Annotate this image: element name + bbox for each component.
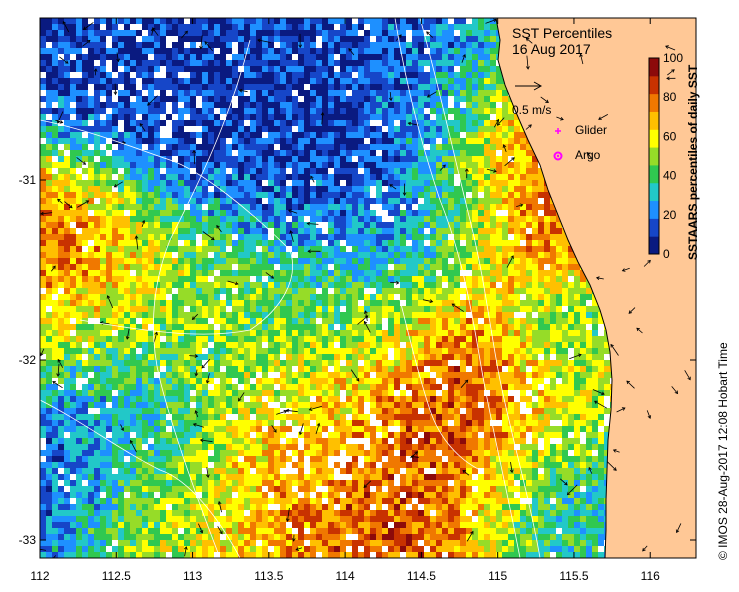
argo-marker	[553, 151, 563, 161]
x-tick-label: 114.5	[407, 569, 436, 583]
credit-text: © IMOS 28-Aug-2017 12:08 Hobart Time	[716, 342, 730, 560]
argo-legend-label: Argo	[575, 148, 601, 162]
colorbar-tick-label: 60	[663, 129, 677, 143]
colorbar-segment	[649, 236, 659, 255]
x-tick-label: 115	[488, 569, 507, 583]
colorbar-segment	[649, 75, 659, 95]
vector-scale	[515, 81, 543, 91]
colorbar-tick-label: 80	[663, 90, 677, 104]
map-title: SST Percentiles	[512, 25, 612, 41]
colorbar-segment	[649, 200, 659, 219]
x-tick-label: 112	[30, 569, 49, 583]
x-tick-label: 112.5	[102, 569, 131, 583]
colorbar-ticks: 0 20 40 60 80 100	[663, 51, 683, 261]
colorbar-segment	[649, 218, 659, 237]
land-area	[495, 18, 696, 558]
y-tick-label: -33	[19, 533, 37, 547]
y-tick-label: -32	[19, 353, 37, 367]
map-date: 16 Aug 2017	[512, 41, 591, 57]
y-tick-label: -31	[19, 173, 37, 187]
colorbar-segment	[649, 129, 659, 148]
vector-scale-label: 0.5 m/s	[512, 103, 551, 117]
plot-frame	[39, 17, 697, 559]
colorbar-segment	[649, 58, 659, 77]
colorbar-segment	[649, 164, 659, 184]
colorbar-segment	[649, 111, 659, 130]
y-axis: -31 -32 -33	[19, 173, 696, 547]
colorbar-label: SSTAARS percentiles of daily SST	[686, 64, 700, 260]
colorbar-tick-label: 40	[663, 169, 677, 183]
x-tick-label: 114	[336, 569, 355, 583]
glider-legend-label: Glider	[575, 123, 607, 137]
x-tick-label: 113	[183, 569, 202, 583]
colorbar-tick-label: 100	[663, 51, 683, 65]
colorbar-segment	[649, 93, 659, 112]
colorbar-tick-label: 0	[663, 247, 670, 261]
x-tick-label: 113.5	[254, 569, 283, 583]
colorbar-tick-label: 20	[663, 208, 677, 222]
bathymetry-contours	[40, 18, 541, 558]
x-axis: 112 112.5 113 113.5 114 114.5 115 115.5 116	[30, 18, 660, 583]
current-vectors	[40, 18, 691, 558]
colorbar	[648, 57, 660, 255]
x-tick-label: 115.5	[559, 569, 588, 583]
colorbar-segment	[649, 147, 659, 166]
colorbar-segment	[649, 182, 659, 202]
x-tick-label: 116	[641, 569, 660, 583]
glider-marker	[555, 128, 561, 134]
